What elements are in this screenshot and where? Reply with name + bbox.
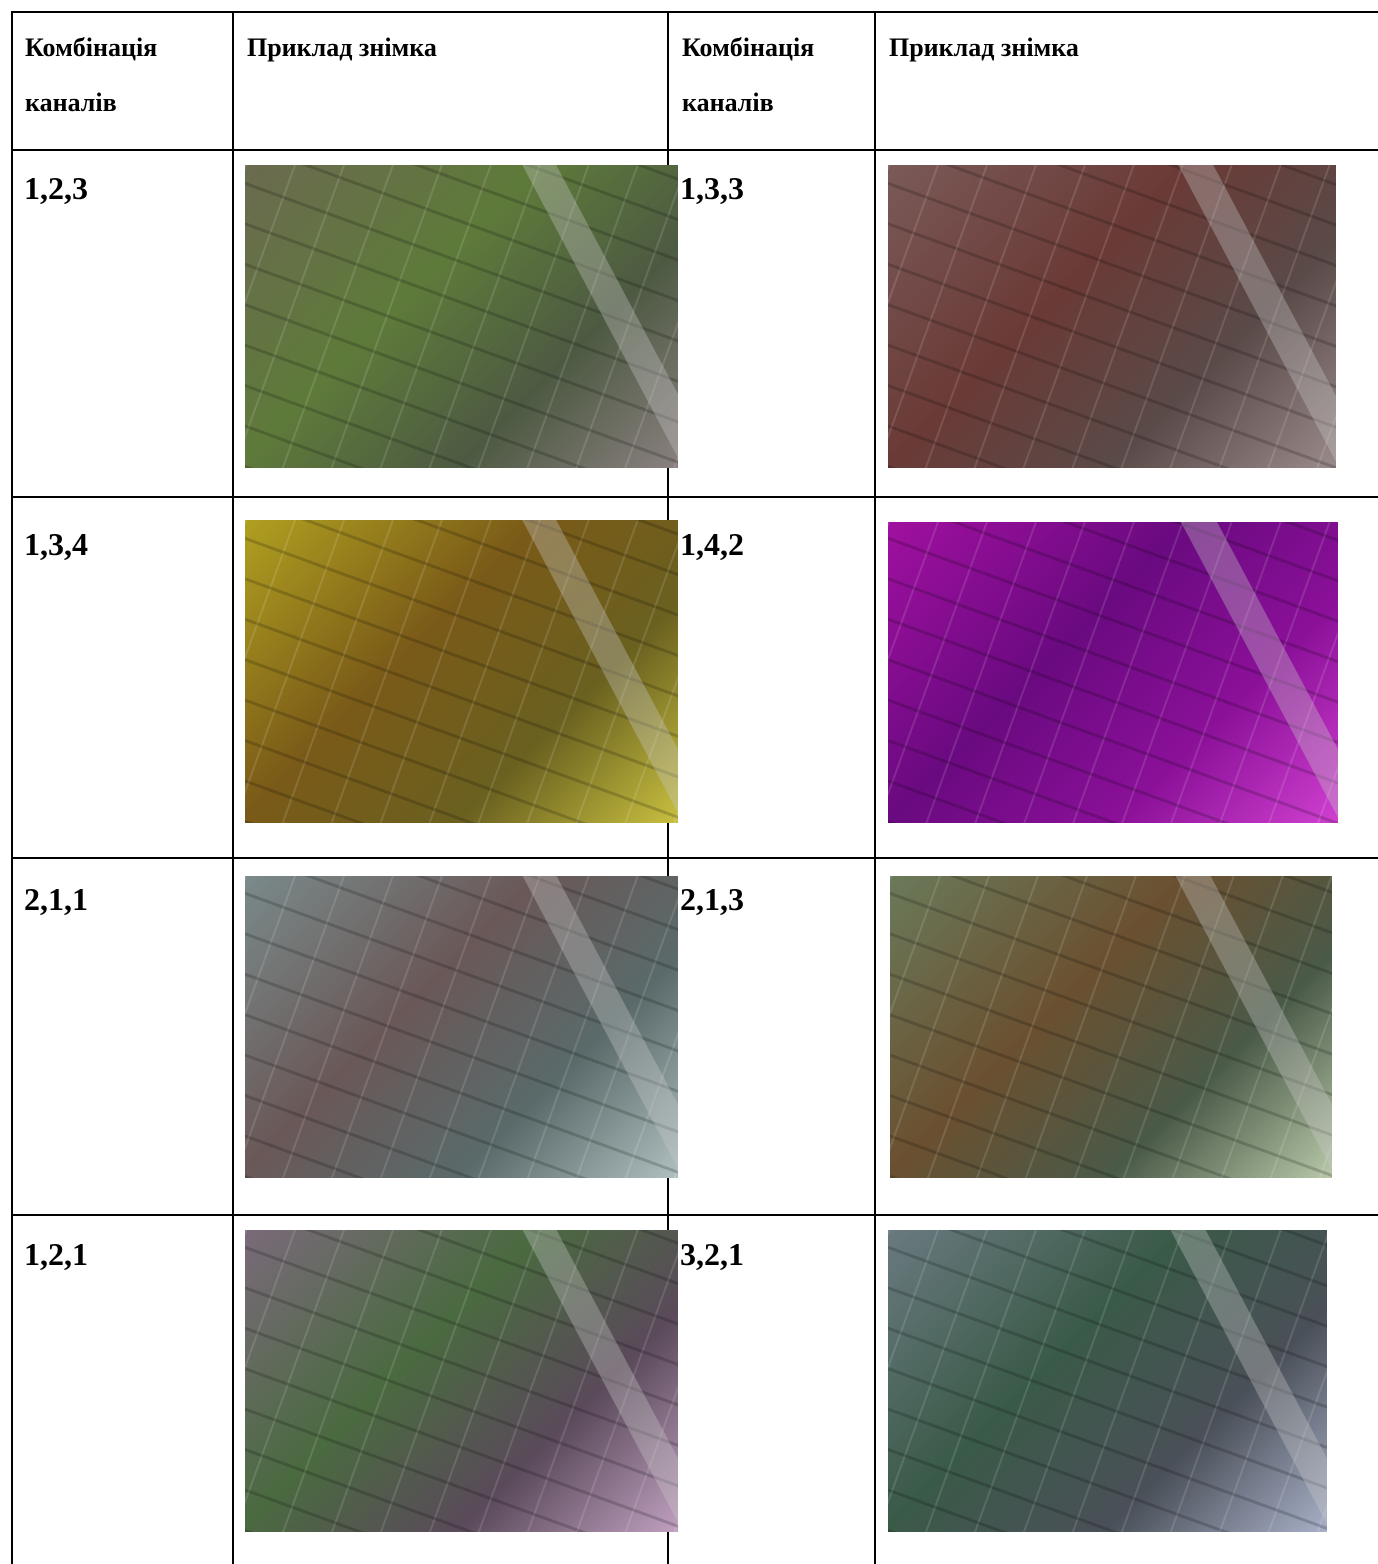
header-cell: Комбінація каналів (25, 20, 220, 130)
image (888, 1230, 1327, 1532)
table-border (12, 1214, 1378, 1216)
header-cell: Приклад знімка (889, 20, 1339, 75)
image (245, 520, 678, 823)
image (888, 522, 1338, 823)
table-border (12, 496, 1378, 498)
image (245, 876, 678, 1178)
image (245, 165, 678, 468)
page: Комбінація каналів Приклад знімка Комбін… (0, 0, 1378, 1564)
table-border (232, 11, 234, 1564)
table-border (874, 11, 876, 1564)
table-border (11, 11, 13, 1564)
combination-label: 2,1,1 (24, 881, 88, 918)
combination-label: 3,2,1 (680, 1236, 744, 1273)
image (245, 1230, 678, 1532)
combination-label: 1,2,3 (24, 170, 88, 207)
combination-label: 1,2,1 (24, 1236, 88, 1273)
header-cell: Комбінація каналів (682, 20, 867, 130)
combination-label: 1,4,2 (680, 526, 744, 563)
table-border (12, 11, 1378, 13)
combination-label: 1,3,4 (24, 526, 88, 563)
image (890, 876, 1332, 1178)
header-cell: Приклад знімка (247, 20, 647, 75)
table-border (12, 149, 1378, 151)
combination-label: 2,1,3 (680, 881, 744, 918)
table-border (12, 857, 1378, 859)
image (888, 165, 1336, 468)
combination-label: 1,3,3 (680, 170, 744, 207)
